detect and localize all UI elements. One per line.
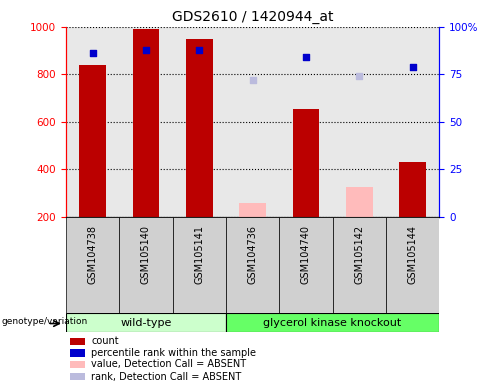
Text: percentile rank within the sample: percentile rank within the sample	[91, 348, 256, 358]
Bar	[279, 217, 332, 313]
Bar	[173, 217, 226, 313]
Bar	[133, 29, 159, 217]
Text: GSM105141: GSM105141	[194, 225, 204, 284]
Text: glycerol kinase knockout: glycerol kinase knockout	[264, 318, 402, 328]
Bar	[79, 65, 106, 217]
Text: GSM105144: GSM105144	[407, 225, 418, 284]
Text: GSM104740: GSM104740	[301, 225, 311, 284]
Point	[89, 50, 97, 56]
Text: GSM105142: GSM105142	[354, 225, 364, 284]
Bar	[226, 313, 439, 332]
Bar	[66, 217, 119, 313]
Bar	[399, 162, 426, 217]
Bar	[70, 361, 85, 368]
Bar	[66, 313, 226, 332]
Text: wild-type: wild-type	[120, 318, 172, 328]
Bar	[346, 187, 372, 217]
Text: GSM104736: GSM104736	[247, 225, 258, 284]
Point	[142, 46, 150, 53]
Text: genotype/variation: genotype/variation	[1, 317, 87, 326]
Text: value, Detection Call = ABSENT: value, Detection Call = ABSENT	[91, 359, 246, 369]
Text: GSM104738: GSM104738	[87, 225, 98, 284]
Bar	[186, 39, 213, 217]
Point	[302, 54, 310, 60]
Bar	[332, 217, 386, 313]
Point	[355, 73, 363, 79]
Text: rank, Detection Call = ABSENT: rank, Detection Call = ABSENT	[91, 372, 242, 382]
Bar	[70, 338, 85, 345]
Bar	[226, 217, 279, 313]
Bar	[386, 217, 439, 313]
Point	[195, 46, 203, 53]
Point	[408, 64, 416, 70]
Bar	[70, 373, 85, 381]
Text: GSM105140: GSM105140	[141, 225, 151, 284]
Bar	[70, 349, 85, 356]
Text: count: count	[91, 336, 119, 346]
Bar	[239, 203, 266, 217]
Point	[248, 77, 257, 83]
Bar	[119, 217, 173, 313]
Bar	[292, 109, 319, 217]
Title: GDS2610 / 1420944_at: GDS2610 / 1420944_at	[172, 10, 333, 25]
